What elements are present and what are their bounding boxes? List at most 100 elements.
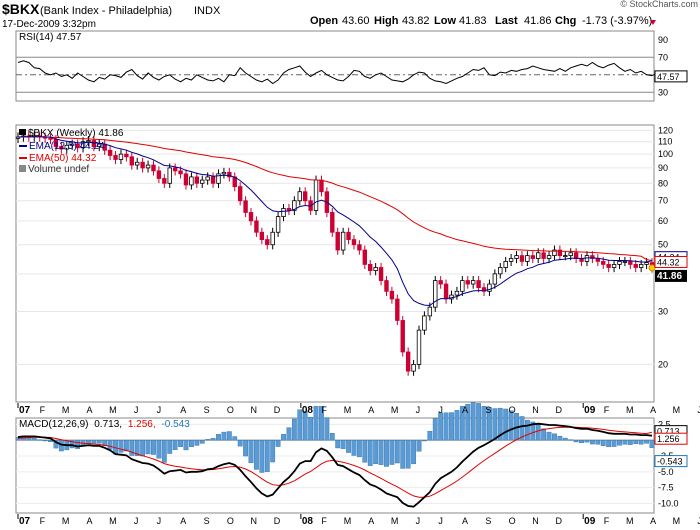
macd-histogram-bar [351, 439, 357, 456]
candle-body [606, 264, 611, 268]
chart-date: 17-Dec-2009 3:32pm [2, 19, 96, 30]
macd-histogram-bar [470, 402, 476, 441]
macd-histogram-bar [367, 439, 373, 466]
macd-histogram-bar [573, 439, 579, 443]
price-tick-label: 60 [658, 216, 668, 226]
price-tick-label: 30 [658, 306, 668, 316]
macd-histogram-bar [465, 404, 471, 441]
candle-body [546, 255, 552, 259]
candle-body [525, 255, 530, 262]
macd-histogram-bar [161, 439, 167, 463]
macd-histogram-bar [308, 416, 314, 441]
candle-body [140, 161, 145, 169]
candle-body [237, 186, 243, 202]
x-axis-price-tick-label: J [697, 405, 700, 415]
candle-body [292, 200, 297, 211]
candle-body [286, 208, 292, 211]
x-axis-price-tick-label: J [416, 405, 421, 415]
macd-histogram-bar [552, 433, 557, 441]
candle-body [64, 144, 69, 150]
macd-histogram-bar [178, 439, 183, 447]
macd-histogram-bar [42, 439, 48, 442]
candle-body [530, 255, 535, 259]
candle-body [340, 231, 346, 251]
macd-panel [15, 417, 655, 514]
macd-histogram-bar [627, 439, 633, 445]
rsi-value-label-box [654, 70, 688, 83]
candle-body [113, 155, 118, 160]
macd-tick-label: -10.0 [658, 499, 679, 509]
macd-histogram-bar [600, 439, 606, 446]
macd-histogram-bar [378, 439, 384, 465]
x-axis-price-tick-label: M [62, 405, 70, 415]
macd-histogram-bar [524, 419, 530, 441]
rsi-value-label: 47.57 [657, 72, 680, 82]
volume-legend-label: Volume undef [28, 164, 89, 175]
x-axis-price-tick-label: A [368, 405, 374, 415]
x-axis-price-tick-label: M [109, 405, 117, 415]
candle-body [416, 329, 422, 365]
macd-histogram-bar [487, 407, 492, 441]
x-axis-macd-tick-label: M [626, 516, 634, 526]
x-axis-macd-tick-label: D [274, 516, 281, 526]
signal-value-label: 1.256 [657, 434, 680, 444]
x-axis-price-tick-label: A [462, 405, 468, 415]
macd-histogram-bar [324, 417, 330, 441]
macd-histogram-bar [611, 439, 617, 447]
candle-body [330, 212, 335, 233]
candle-body [200, 179, 205, 184]
macd-histogram-bar [48, 439, 53, 443]
x-axis-price-tick-label: M [673, 405, 681, 415]
x-axis-macd-tick-label: 09 [584, 516, 596, 527]
macd-histogram-bar [172, 439, 178, 450]
candle-body [644, 262, 649, 265]
x-axis-price-tick-label: J [438, 405, 443, 415]
candle-body [80, 141, 86, 149]
symbol-name: (Bank Index - Philadelphia) [40, 5, 172, 17]
rsi-tick-label: 30 [658, 87, 668, 97]
macd-histogram-bar [134, 439, 140, 456]
macd-histogram-bar [335, 439, 341, 449]
macd-histogram-bar [291, 418, 297, 441]
macd-histogram-bar [384, 439, 389, 467]
rsi-tick-label: 70 [658, 52, 668, 62]
x-axis-price-tick-label: M [344, 405, 352, 415]
price-tick-label: 50 [658, 240, 668, 250]
candle-body [178, 170, 183, 175]
rsi-tick-label: 90 [658, 35, 668, 45]
price-tick-label: 120 [658, 125, 673, 135]
macd-histogram-bar [31, 437, 37, 441]
macd-histogram-bar [151, 439, 156, 455]
x-axis-price-tick-label: S [485, 405, 491, 415]
macd-histogram-bar [221, 431, 227, 441]
candle-body [183, 173, 189, 186]
candle-body [384, 280, 389, 292]
candle-body [395, 298, 400, 321]
x-axis-macd-tick-label: F [321, 516, 327, 526]
ohlc-summary: Open 43.60 High 43.82 Low 41.83 Last 41.… [310, 15, 656, 27]
x-axis-macd-tick-label: A [87, 516, 93, 526]
candle-body [162, 178, 167, 184]
candle-body [362, 249, 368, 265]
candle-body [368, 264, 373, 272]
chg-label: Chg [555, 15, 576, 27]
x-axis-macd-tick-label: F [604, 516, 610, 526]
x-axis-price-tick-label: 07 [19, 405, 31, 416]
macd-histogram-bar [541, 428, 547, 441]
macd-histogram-bar [416, 439, 422, 452]
candle-body [470, 280, 476, 285]
macd-histogram-bar [15, 437, 21, 441]
macd-label-hist: -0.543 [161, 419, 190, 430]
candle-body [568, 252, 573, 257]
x-axis-macd-tick-label: J [157, 516, 162, 526]
macd-histogram-bar [237, 439, 243, 447]
macd-histogram-bar [194, 439, 200, 446]
candle-body [205, 176, 210, 181]
macd-histogram-bar [346, 439, 351, 453]
candle-body [107, 149, 113, 156]
macd-histogram-bar [281, 433, 286, 441]
rsi-line [17, 60, 669, 85]
rsi-layer: 9070503047.57 [16, 35, 688, 97]
